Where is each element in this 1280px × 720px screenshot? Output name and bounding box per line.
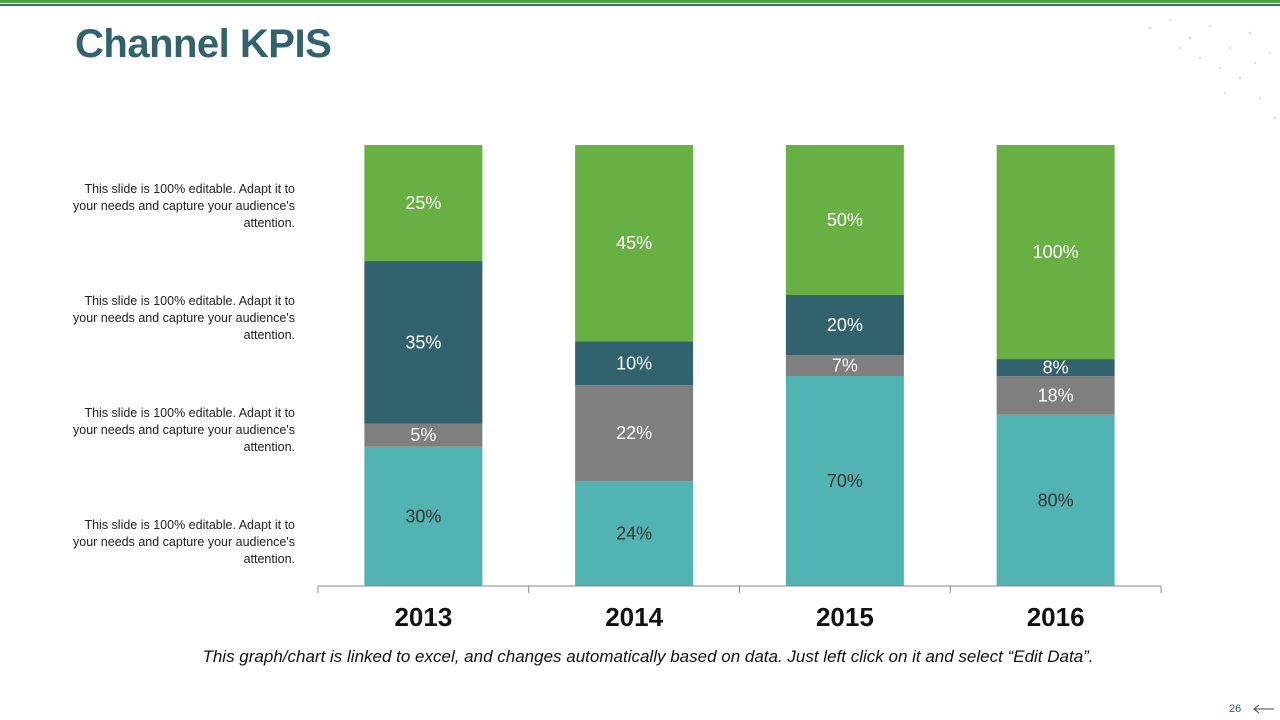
top-rule-teal — [0, 4, 1280, 6]
top-rule-green — [0, 0, 1280, 3]
decorative-leaf-pattern — [1148, 18, 1277, 120]
data-label-2013-s4: 25% — [405, 193, 441, 213]
x-tick-label-2014: 2014 — [605, 602, 663, 632]
data-label-2015-s2: 7% — [832, 356, 858, 376]
bar-segment-2015-s4 — [785, 145, 904, 295]
bar-segment-2013-s3 — [364, 261, 483, 424]
data-label-2015-s4: 50% — [827, 210, 863, 230]
note-text-4: This slide is 100% editable. Adapt it to… — [73, 518, 295, 566]
bar-segment-2015-s2 — [785, 355, 904, 376]
bar-segment-2013-s4 — [364, 145, 483, 262]
data-label-2016-s2: 18% — [1038, 385, 1074, 405]
x-tick-label-2013: 2013 — [394, 602, 452, 632]
bar-segment-2014-s2 — [575, 385, 694, 482]
note-text-1: This slide is 100% editable. Adapt it to… — [73, 182, 295, 230]
note-text-2: This slide is 100% editable. Adapt it to… — [73, 294, 295, 342]
data-label-2013-s2: 5% — [410, 425, 436, 445]
data-label-2016-s3: 8% — [1043, 358, 1069, 378]
chart-footnote: This graph/chart is linked to excel, and… — [202, 647, 1094, 666]
bar-segment-2016-s1 — [996, 414, 1115, 586]
bar-segment-2014-s3 — [575, 341, 694, 386]
x-tick-label-2016: 2016 — [1027, 602, 1085, 632]
bar-segment-2013-s1 — [364, 446, 483, 586]
data-label-2016-s1: 80% — [1038, 490, 1074, 510]
bar-segment-2014-s1 — [575, 481, 694, 586]
bar-segment-2015-s1 — [785, 376, 904, 586]
data-label-2014-s1: 24% — [616, 524, 652, 544]
data-label-2014-s4: 45% — [616, 233, 652, 253]
data-label-2014-s3: 10% — [616, 353, 652, 373]
x-tick-label-2015: 2015 — [816, 602, 874, 632]
note-text-3: This slide is 100% editable. Adapt it to… — [73, 406, 295, 454]
bar-segment-2016-s2 — [996, 376, 1115, 415]
bar-segment-2015-s3 — [785, 295, 904, 355]
data-label-2015-s1: 70% — [827, 471, 863, 491]
bar-segment-2016-s4 — [996, 145, 1115, 360]
data-label-2016-s4: 100% — [1033, 242, 1079, 262]
data-label-2013-s1: 30% — [405, 506, 441, 526]
bar-segment-2013-s2 — [364, 423, 483, 447]
page-number: 26 — [1229, 703, 1242, 715]
bar-segment-2016-s3 — [996, 359, 1115, 377]
slide-title: Channel KPIS — [75, 22, 332, 66]
data-label-2014-s2: 22% — [616, 423, 652, 443]
data-label-2013-s3: 35% — [405, 332, 441, 352]
data-label-2015-s3: 20% — [827, 315, 863, 335]
bar-segment-2014-s4 — [575, 145, 694, 342]
arrow-left-icon — [1253, 704, 1274, 714]
